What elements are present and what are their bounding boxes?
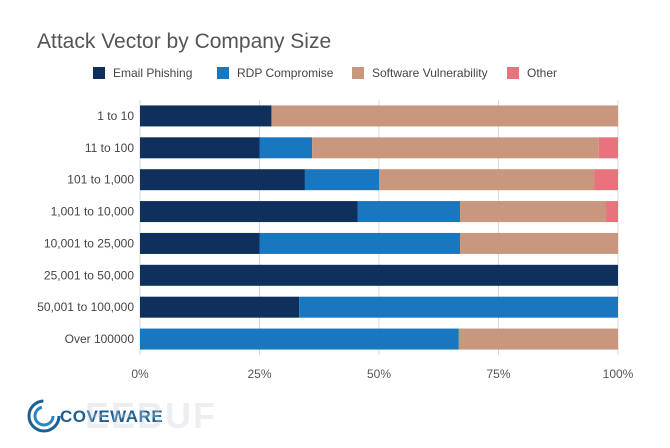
bar-segment <box>259 232 461 254</box>
bar-segment <box>259 137 313 159</box>
legend-swatch <box>93 67 105 79</box>
y-tick-label: 11 to 100 <box>85 141 134 155</box>
y-tick-label: 50,001 to 100,000 <box>37 300 134 314</box>
legend-swatch <box>217 67 229 79</box>
legend-label: Other <box>527 66 557 80</box>
bar-segment <box>140 137 260 159</box>
bar-segment <box>140 169 305 191</box>
bar-segment <box>594 169 618 191</box>
legend-label: RDP Compromise <box>237 66 334 80</box>
bar-segment <box>460 201 607 223</box>
bar-segment <box>299 296 618 318</box>
y-tick-label: Over 100000 <box>65 332 135 346</box>
y-tick-label: 10,001 to 25,000 <box>44 236 134 250</box>
x-tick-label: 25% <box>247 367 271 381</box>
bar-segment <box>379 169 595 191</box>
bar-segment <box>598 137 618 159</box>
x-tick-label: 0% <box>131 367 149 381</box>
x-tick-label: 100% <box>603 367 634 381</box>
legend-label: Email Phishing <box>113 66 192 80</box>
bar-segment <box>140 105 272 127</box>
y-tick-label: 1 to 10 <box>97 109 134 123</box>
bar-segment <box>606 201 618 223</box>
bar-segment <box>304 169 379 191</box>
bar-segment <box>271 105 618 127</box>
bar-segment <box>140 232 260 254</box>
bar-segment <box>312 137 599 159</box>
legend-swatch <box>352 67 364 79</box>
brand-name: COVEWARE <box>60 407 164 426</box>
bar-segment <box>140 328 459 350</box>
bar-segment <box>140 201 358 223</box>
chart-title: Attack Vector by Company Size <box>37 30 332 53</box>
coveware-logo <box>26 398 226 438</box>
y-tick-label: 1,001 to 10,000 <box>51 205 135 219</box>
coveware-logo-icon <box>27 399 61 433</box>
legend-label: Software Vulnerability <box>372 66 488 80</box>
watermark-text: EEBUF <box>85 395 218 436</box>
y-tick-label: 101 to 1,000 <box>67 173 134 187</box>
bar-segment <box>140 296 300 318</box>
x-tick-label: 50% <box>367 367 391 381</box>
bar-segment <box>460 232 618 254</box>
bar-segment <box>357 201 461 223</box>
y-tick-label: 25,001 to 50,000 <box>44 268 134 282</box>
x-tick-label: 75% <box>486 367 510 381</box>
bar-segment <box>458 328 618 350</box>
bar-segment <box>140 264 618 286</box>
legend-swatch <box>507 67 519 79</box>
